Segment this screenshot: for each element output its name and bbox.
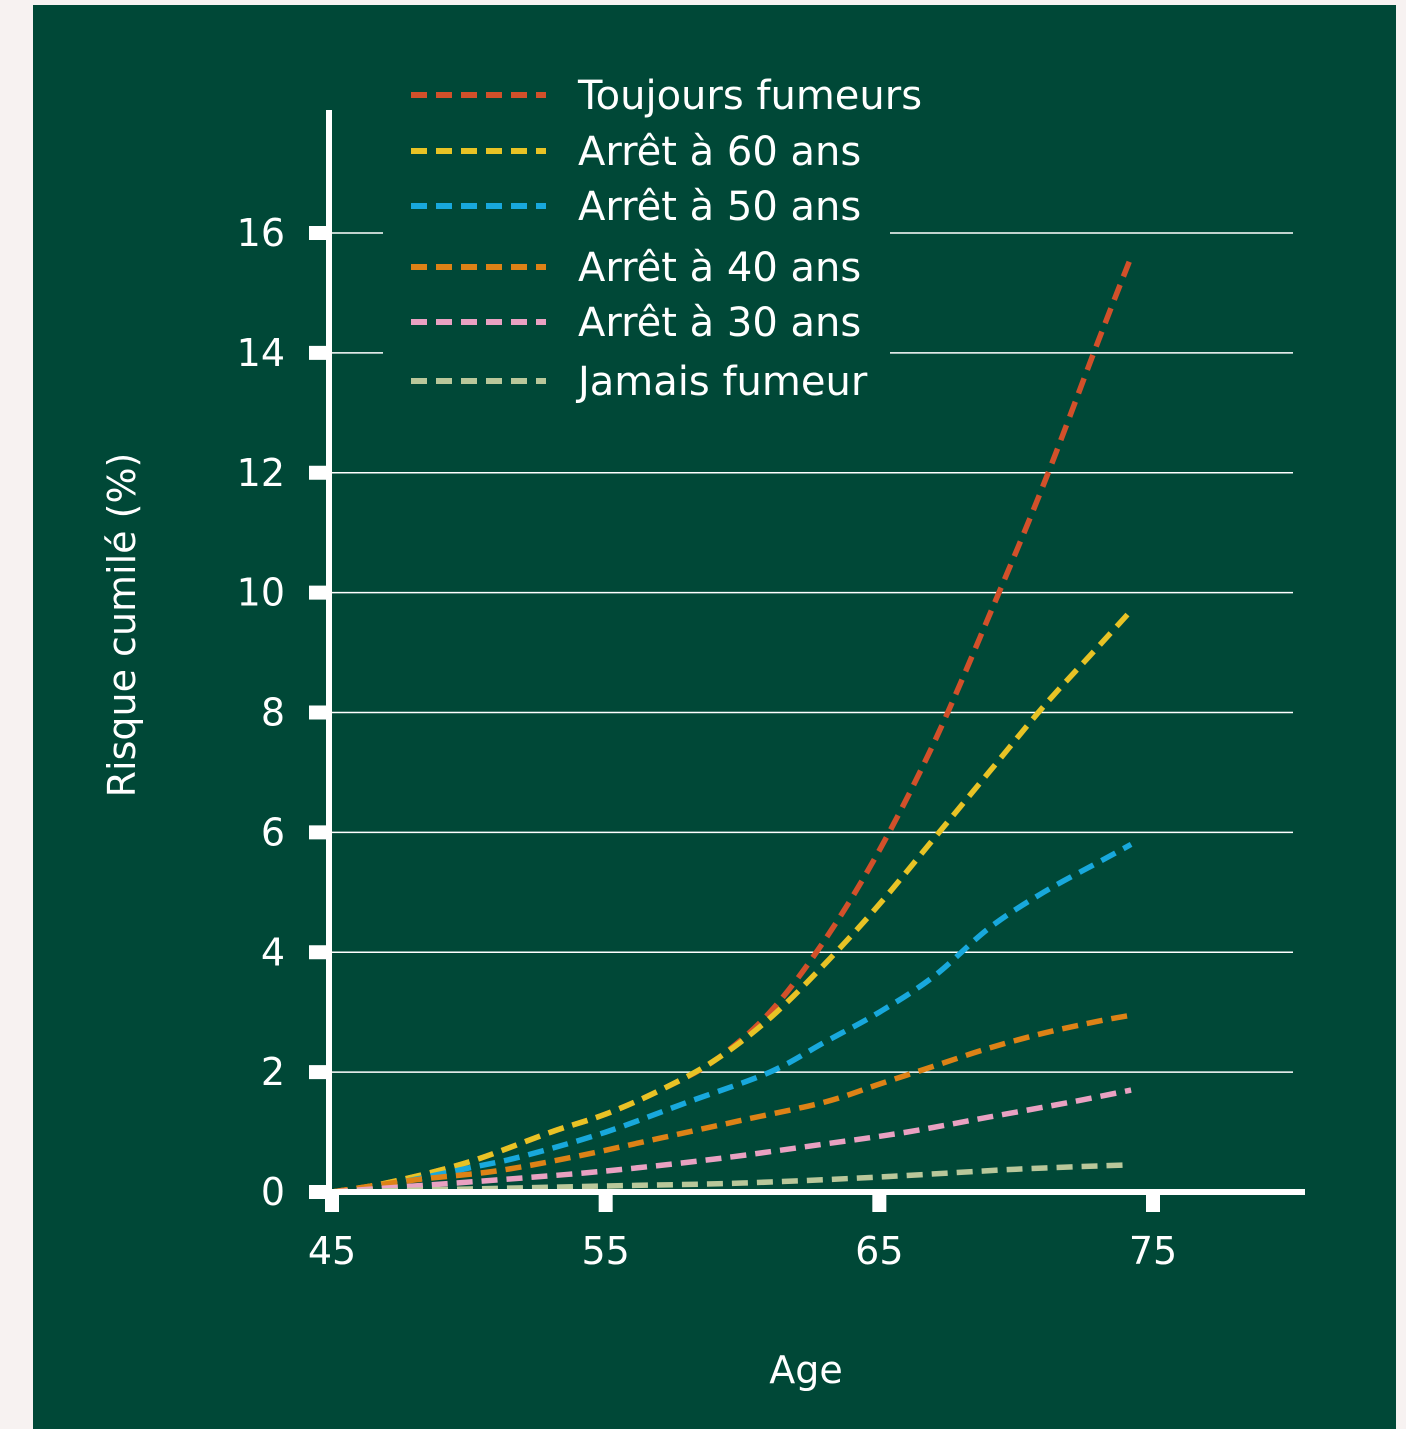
y-tick-8 (309, 705, 327, 720)
legend-label-1: Arrêt à 60 ans (578, 129, 861, 175)
y-axis-title: Risque cumilé (%) (100, 453, 144, 798)
y-tick-label-6: 6 (261, 810, 285, 854)
y-tick-label-8: 8 (261, 691, 285, 735)
x-tick-55 (598, 1192, 613, 1212)
legend-label-3: Arrêt à 40 ans (578, 245, 861, 291)
axes: 0 2 4 6 8 10 12 14 16 45 55 65 75 (237, 110, 1305, 1273)
y-tick-label-12: 12 (237, 451, 285, 495)
legend-label-5: Jamais fumeur (575, 359, 868, 405)
legend-label-4: Arrêt à 30 ans (578, 300, 861, 346)
x-tick-label-65: 65 (855, 1229, 903, 1273)
y-tick-14 (309, 345, 327, 360)
y-tick-12 (309, 465, 327, 480)
series-line-2 (331, 841, 1133, 1195)
series-line-4 (331, 1087, 1132, 1195)
line-chart: 0 2 4 6 8 10 12 14 16 45 55 65 75 Toujours fumeurs Ar… (100, 73, 1305, 1392)
y-tick-2 (309, 1065, 327, 1080)
y-tick-label-16: 16 (237, 211, 285, 255)
y-tick-6 (309, 825, 327, 840)
y-tick-4 (309, 945, 327, 960)
y-tick-label-2: 2 (261, 1050, 285, 1094)
x-tick-label-45: 45 (308, 1229, 356, 1273)
series-line-3 (331, 1012, 1132, 1195)
y-tick-10 (309, 585, 327, 600)
gridlines (332, 232, 1293, 1073)
chart-panel: 0 2 4 6 8 10 12 14 16 45 55 65 75 Toujours fumeurs Ar… (33, 5, 1396, 1429)
x-tick-75 (1146, 1192, 1160, 1212)
x-tick-45 (325, 1192, 339, 1212)
x-tick-label-75: 75 (1129, 1229, 1177, 1273)
x-tick-65 (872, 1192, 887, 1212)
series-line-1 (331, 608, 1134, 1195)
x-tick-label-55: 55 (581, 1229, 629, 1273)
y-tick-label-14: 14 (237, 331, 285, 375)
y-tick-0 (309, 1185, 327, 1199)
x-axis-title: Age (769, 1348, 843, 1392)
series-line-5 (331, 1162, 1126, 1195)
legend-label-0: Toujours fumeurs (577, 73, 922, 119)
y-tick-label-4: 4 (261, 930, 285, 974)
y-tick-label-0: 0 (261, 1170, 285, 1214)
legend: Toujours fumeurs Arrêt à 60 ans Arrêt à 50… (411, 73, 922, 405)
y-tick-16 (309, 226, 327, 240)
y-tick-label-10: 10 (237, 571, 285, 615)
legend-label-2: Arrêt à 50 ans (578, 184, 861, 230)
